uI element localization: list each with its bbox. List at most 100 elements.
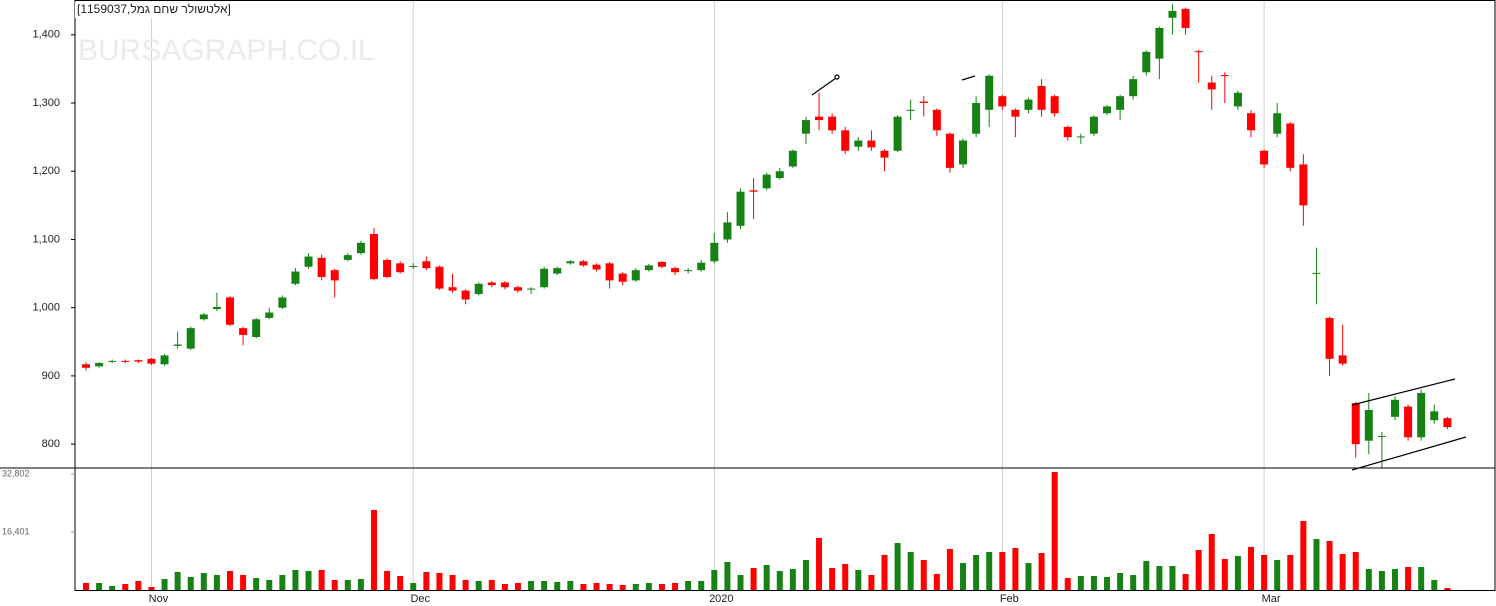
- candle-body: [199, 314, 208, 320]
- volume-bar: [1090, 575, 1097, 590]
- candle-body: [684, 270, 693, 272]
- volume-bar: [161, 579, 168, 590]
- volume-bar: [213, 575, 220, 590]
- candle-body: [1325, 317, 1334, 359]
- candle-body: [1129, 79, 1138, 97]
- volume-bar: [83, 582, 89, 590]
- candle-body: [972, 103, 981, 134]
- volume-bar: [1156, 565, 1163, 590]
- candle-body: [1155, 27, 1164, 59]
- volume-bar: [933, 574, 940, 590]
- volume-bar: [318, 569, 325, 590]
- candle-body: [867, 140, 876, 148]
- volume-bar: [986, 551, 993, 590]
- candle-body: [828, 116, 837, 131]
- volume-bar: [305, 571, 312, 590]
- volume-bar: [1143, 561, 1150, 590]
- volume-bar: [449, 575, 456, 590]
- volume-bar: [292, 569, 299, 590]
- volume-bar: [1051, 471, 1058, 590]
- candle-body: [134, 360, 143, 362]
- volume-bar: [868, 575, 875, 590]
- candle-body: [291, 271, 300, 284]
- volume-bar: [711, 569, 718, 590]
- candle-body: [644, 265, 653, 271]
- volume-bar: [1261, 554, 1268, 590]
- volume-bar: [1339, 553, 1346, 590]
- volume-bar: [816, 537, 823, 590]
- candle-body: [605, 263, 614, 281]
- candle-body: [919, 101, 928, 104]
- trend-line: [961, 75, 976, 81]
- pennant-lower: [1351, 436, 1467, 471]
- candle-body: [1273, 113, 1282, 134]
- volume-bar: [842, 564, 849, 590]
- candle-body: [95, 362, 104, 367]
- volume-bar: [1378, 571, 1385, 590]
- volume-bar: [1248, 546, 1255, 590]
- volume-bar: [1313, 539, 1320, 590]
- candle-body: [985, 75, 994, 110]
- volume-bar: [724, 561, 731, 590]
- candle-body: [1247, 113, 1256, 131]
- volume-bar: [1169, 565, 1176, 590]
- volume-bar: [1352, 551, 1359, 590]
- candle-body: [1220, 75, 1229, 77]
- volume-bar: [174, 571, 181, 590]
- candle-body: [736, 191, 745, 226]
- candle-body: [841, 130, 850, 151]
- frame: [74, 0, 1496, 591]
- watermark: BURSAGRAPH.CO.IL: [78, 34, 375, 67]
- y-tick-label: 1,000: [32, 302, 60, 314]
- candle-body: [1404, 406, 1413, 438]
- volume-bar: [606, 583, 613, 590]
- candle-body: [1168, 10, 1177, 18]
- candle-body: [1377, 435, 1386, 437]
- candle-body: [762, 174, 771, 189]
- volume-bar: [1444, 587, 1451, 590]
- volume-bar: [331, 579, 338, 590]
- volume-bar: [619, 585, 626, 590]
- candle-body: [1103, 106, 1112, 114]
- candle-body: [474, 283, 483, 295]
- candle-body: [383, 259, 392, 277]
- candle-body: [500, 282, 509, 288]
- volume-bar: [1182, 574, 1189, 590]
- candle-body: [893, 116, 902, 151]
- candle-body: [160, 355, 169, 365]
- x-tick-label: Nov: [149, 593, 169, 605]
- candle-body: [697, 262, 706, 271]
- candle-body: [108, 360, 117, 362]
- candle-body: [1286, 123, 1295, 168]
- volume-bar: [1012, 547, 1019, 590]
- volume-bar: [802, 560, 809, 590]
- candle-body: [723, 222, 732, 240]
- volume-bar: [148, 586, 155, 590]
- volume-bar: [423, 571, 430, 590]
- candle-body: [1351, 403, 1360, 445]
- volume-bar: [580, 583, 587, 590]
- x-tick-label: Mar: [1262, 593, 1281, 605]
- trend-line: [811, 77, 837, 96]
- volume-bar: [672, 582, 679, 590]
- title-box: [75, 2, 223, 18]
- volume-bar: [1365, 568, 1372, 590]
- candle-body: [435, 266, 444, 289]
- candle-body: [1260, 150, 1269, 165]
- candle-body: [1338, 355, 1347, 364]
- plot: [82, 4, 1452, 590]
- volume-tick-label: 32,802: [2, 468, 30, 478]
- volume-bar: [1326, 540, 1333, 590]
- candle-body: [82, 364, 90, 368]
- volume-bar: [200, 572, 207, 590]
- volume-bar: [384, 571, 391, 590]
- volume-bar: [96, 582, 103, 590]
- volume-bar: [1221, 558, 1228, 590]
- volume-bar: [1300, 521, 1307, 590]
- volume-bar: [1431, 579, 1438, 590]
- volume-bar: [1392, 568, 1398, 590]
- candle-body: [487, 282, 496, 286]
- chart-title: [1159037,אלטשולר שחם גמל]: [77, 2, 231, 16]
- candle-body: [1417, 392, 1426, 438]
